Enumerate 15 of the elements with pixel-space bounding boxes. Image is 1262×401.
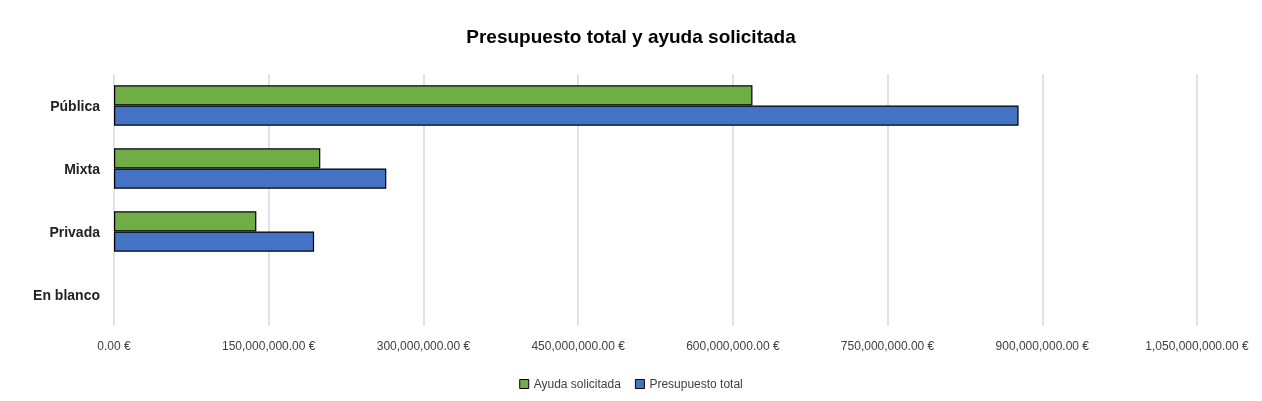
legend-label: Presupuesto total — [649, 377, 743, 391]
x-tick-label: 300,000,000.00 € — [376, 339, 471, 353]
x-tick-label: 900,000,000.00 € — [995, 339, 1090, 353]
x-tick-label: 0.00 € — [97, 339, 131, 353]
y-tick-label: Pública — [50, 97, 101, 114]
y-tick-label: Mixta — [64, 160, 101, 177]
x-tick-label: 450,000,000.00 € — [531, 339, 626, 353]
x-tick-label: 1,050,000,000.00 € — [1145, 339, 1250, 353]
y-tick-label: En blanco — [33, 286, 100, 303]
x-tick-label: 600,000,000.00 € — [686, 339, 780, 353]
y-tick-label: Privada — [49, 223, 101, 240]
x-tick-label: 750,000,000.00 € — [840, 339, 935, 353]
x-tick-label: 150,000,000.00 € — [222, 339, 316, 353]
legend-label: Ayuda solicitada — [533, 377, 622, 391]
chart-title: Presupuesto total y ayuda solicitada — [466, 26, 797, 47]
